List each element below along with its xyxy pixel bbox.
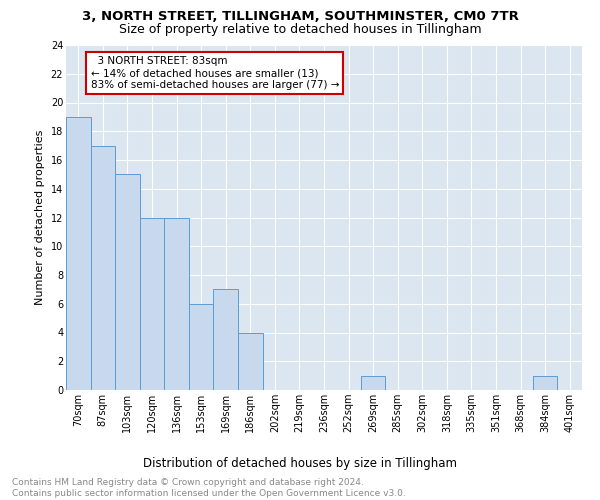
Bar (91, 146, 115, 390)
Bar (66, 117, 91, 390)
Text: Contains HM Land Registry data © Crown copyright and database right 2024.
Contai: Contains HM Land Registry data © Crown c… (12, 478, 406, 498)
Text: 3, NORTH STREET, TILLINGHAM, SOUTHMINSTER, CM0 7TR: 3, NORTH STREET, TILLINGHAM, SOUTHMINSTE… (82, 10, 518, 23)
Bar (214, 290, 238, 390)
Y-axis label: Number of detached properties: Number of detached properties (35, 130, 45, 305)
Bar (115, 174, 140, 390)
Bar (238, 332, 263, 390)
Bar (361, 376, 385, 390)
Text: Size of property relative to detached houses in Tillingham: Size of property relative to detached ho… (119, 22, 481, 36)
Bar (533, 376, 557, 390)
Bar (140, 218, 164, 390)
Bar (189, 304, 214, 390)
Text: Distribution of detached houses by size in Tillingham: Distribution of detached houses by size … (143, 458, 457, 470)
Bar (164, 218, 189, 390)
Text: 3 NORTH STREET: 83sqm  
← 14% of detached houses are smaller (13)
83% of semi-de: 3 NORTH STREET: 83sqm ← 14% of detached … (91, 56, 339, 90)
